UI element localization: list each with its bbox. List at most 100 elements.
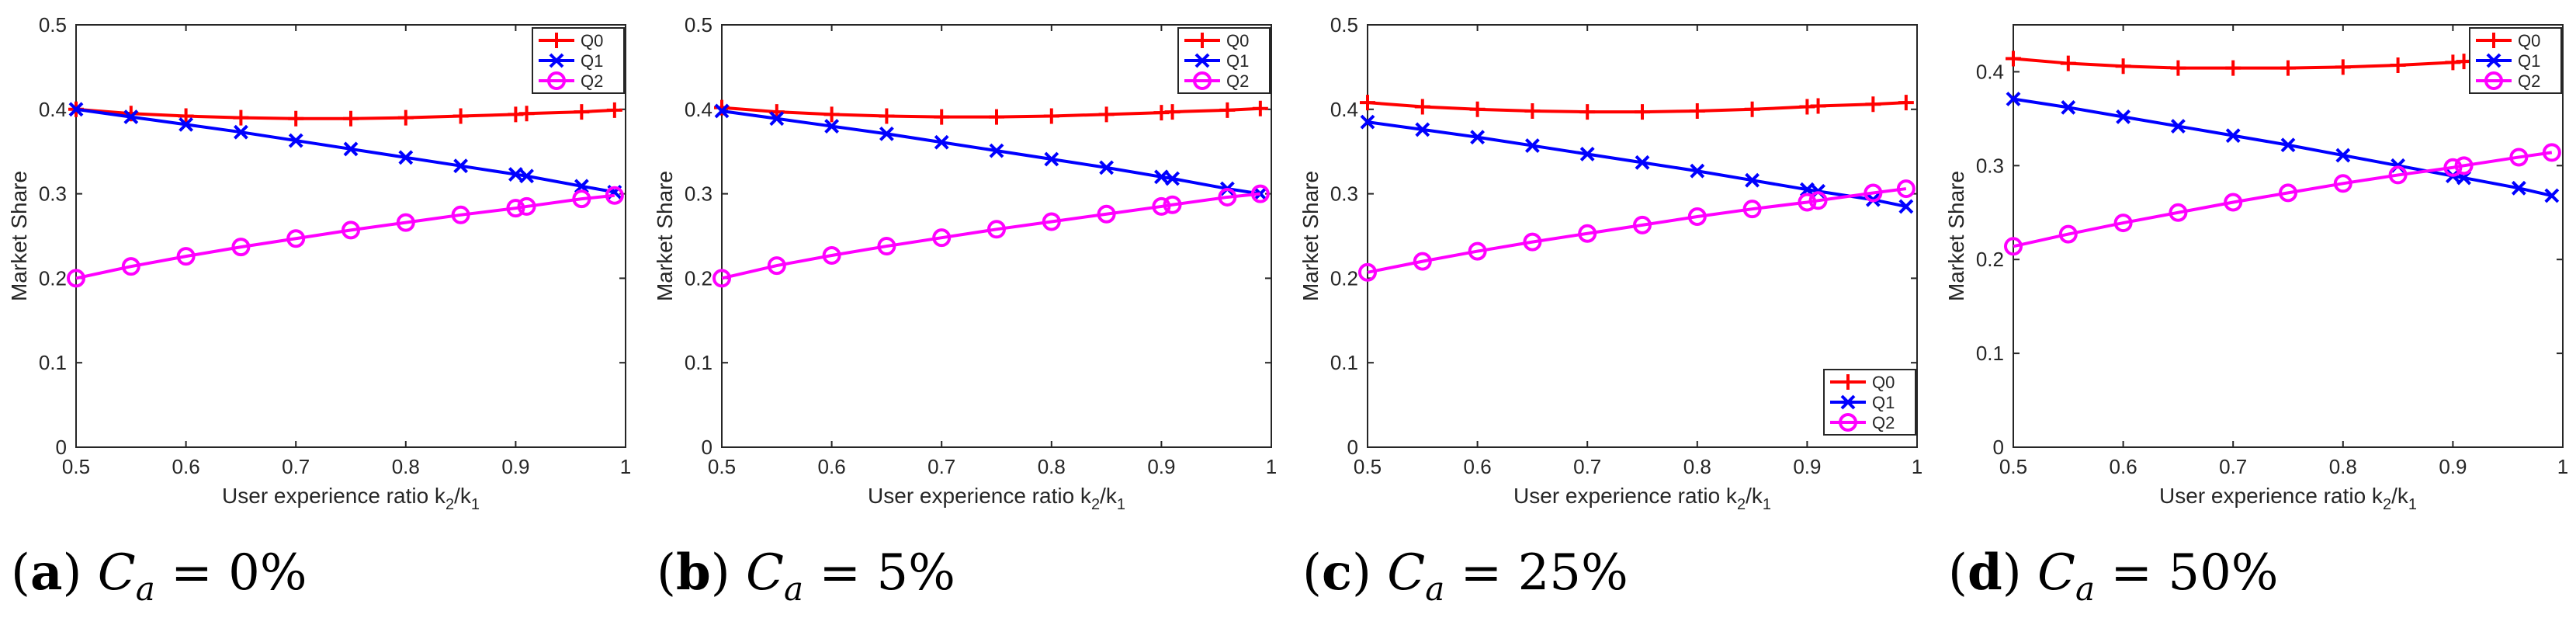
chart-svg: 0.5 0.6 0.7 0.8 0.9 1 0 0.1 0.2 0.3 0.4 0.5 Market S… — [7, 13, 631, 513]
x-axis-label: User experience ratio k2/k1 — [1513, 484, 1771, 513]
data-point-q2 — [1808, 191, 1828, 210]
data-point-q0 — [1469, 101, 1486, 117]
y-axis-label: Market Share — [653, 171, 677, 301]
data-point-q1 — [1799, 182, 1815, 197]
data-point-q1 — [2116, 109, 2131, 124]
data-point-q1 — [989, 143, 1004, 158]
panel-caption: (c) Ca = 25% — [1302, 543, 1628, 608]
data-point-q2 — [1523, 232, 1542, 252]
data-point-q2 — [1864, 183, 1883, 203]
data-point-q1 — [2544, 188, 2560, 203]
data-point-q0 — [1098, 106, 1115, 123]
data-point-q1 — [2170, 119, 2186, 134]
panel-caption: (b) Ca = 5% — [657, 543, 955, 608]
caption-value: 5% — [876, 544, 955, 602]
data-point-q0 — [2170, 60, 2186, 76]
data-point-q1 — [824, 119, 840, 134]
series-line-q0 — [75, 107, 615, 120]
x-tick-label: 0.5 — [1354, 455, 1382, 478]
data-point-q1 — [68, 102, 84, 117]
data-point-q1 — [508, 167, 523, 182]
data-point-q1 — [2511, 180, 2526, 196]
data-point-q0 — [178, 108, 194, 124]
y-tick-label: 0.1 — [1330, 351, 1358, 374]
data-point-q0 — [989, 109, 1004, 125]
data-point-q2 — [506, 199, 525, 218]
data-point-q2 — [2454, 156, 2474, 175]
panel-caption: (d) Ca = 50% — [1948, 543, 2279, 608]
plot-area — [75, 24, 626, 448]
caption-letter: b — [675, 543, 711, 602]
data-point-q0 — [518, 106, 535, 122]
data-point-q2 — [1896, 179, 1916, 199]
x-tick-label: 0.5 — [62, 455, 90, 478]
data-point-q0 — [1252, 100, 1268, 116]
legend-marker — [2486, 33, 2501, 48]
data-point-q2 — [517, 196, 536, 216]
data-point-q1 — [1898, 199, 1914, 214]
x-tick-label: 0.9 — [501, 455, 529, 478]
caption-value: 0% — [228, 544, 307, 602]
chart-panel: 0.5 0.6 0.7 0.8 0.9 1 0 0.1 0.2 0.3 0.4 0.5 Market S… — [1291, 0, 1936, 625]
data-point-q1 — [1415, 122, 1430, 137]
series-line-q1 — [75, 107, 615, 194]
data-point-q2 — [176, 247, 196, 266]
data-point-q2 — [1687, 207, 1707, 226]
data-point-q1 — [714, 103, 730, 119]
legend-label: Q2 — [1872, 413, 1895, 432]
y-tick-label: 0.2 — [685, 266, 712, 290]
data-point-q0 — [1898, 95, 1914, 111]
data-point-q2 — [1413, 252, 1432, 271]
legend-marker — [547, 71, 566, 90]
x-tick-label: 0.5 — [708, 455, 736, 478]
caption-variable: C — [2037, 544, 2075, 602]
y-tick-label: 0.3 — [1330, 182, 1358, 206]
data-point-q2 — [1578, 224, 1597, 243]
data-point-q0 — [452, 108, 469, 124]
legend-label: Q0 — [1226, 31, 1249, 50]
x-tick-label: 1 — [1266, 455, 1277, 478]
data-point-q0 — [934, 109, 950, 125]
x-tick-label: 0.7 — [927, 455, 955, 478]
y-tick-label: 0.4 — [685, 98, 712, 121]
legend-marker — [1840, 394, 1856, 410]
data-point-q1 — [574, 179, 589, 194]
data-point-q2 — [2279, 183, 2297, 203]
legend-marker — [1193, 71, 1212, 90]
data-point-q2 — [987, 220, 1006, 239]
data-point-q2 — [1097, 204, 1116, 224]
data-point-q1 — [769, 111, 785, 127]
legend-marker — [1840, 374, 1856, 390]
data-point-q1 — [1690, 163, 1705, 179]
data-point-q2 — [2224, 193, 2243, 212]
data-point-q1 — [233, 124, 248, 140]
data-point-q1 — [1153, 169, 1169, 185]
data-point-q1 — [343, 141, 359, 157]
data-point-q2 — [1250, 184, 1270, 203]
data-point-q0 — [606, 102, 622, 118]
y-axis-label: Market Share — [1298, 171, 1323, 301]
caption-letter: a — [29, 543, 63, 602]
x-tick-label: 0.8 — [392, 455, 420, 478]
data-point-q2 — [932, 228, 952, 248]
data-point-q2 — [767, 256, 786, 276]
data-point-q2 — [2113, 214, 2133, 233]
series-q2 — [67, 186, 624, 288]
legend-marker — [1194, 33, 1210, 48]
legend-marker — [1194, 53, 1210, 68]
series-q0 — [1360, 95, 1914, 120]
y-tick-label: 0 — [56, 436, 67, 459]
legend-marker — [549, 53, 564, 68]
x-tick-label: 0.9 — [1793, 455, 1821, 478]
caption-letter: d — [1967, 543, 2002, 602]
data-point-q1 — [2006, 92, 2021, 106]
x-tick-label: 1 — [2557, 455, 2568, 478]
data-point-q2 — [1358, 262, 1377, 282]
data-point-q1 — [123, 109, 139, 125]
series-line-q0 — [1367, 101, 1906, 114]
chart-svg: 0.5 0.6 0.7 0.8 0.9 1 0 0.1 0.2 0.3 0.4 0.5 Market S… — [653, 13, 1277, 513]
data-point-q2 — [342, 220, 360, 240]
